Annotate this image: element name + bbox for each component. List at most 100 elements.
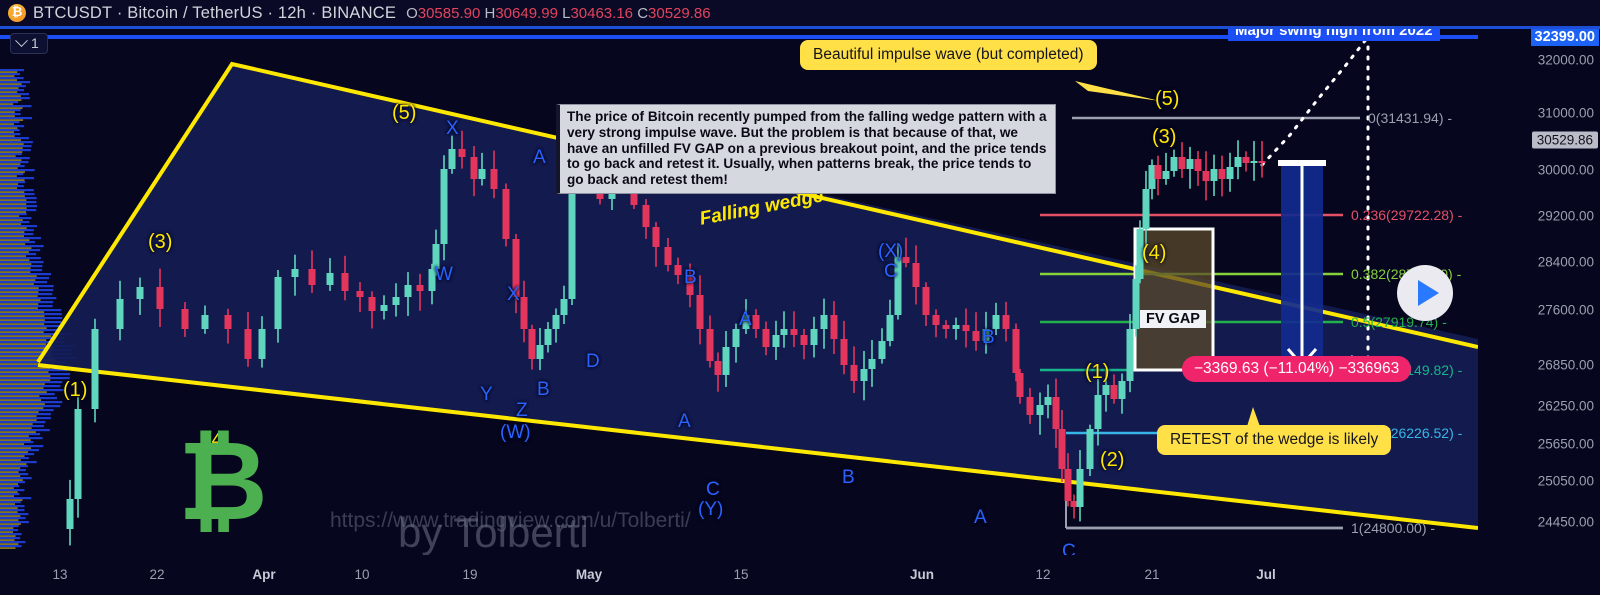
candle-body — [1070, 501, 1078, 507]
chevron-down-icon — [15, 33, 28, 47]
play-replay-button[interactable] — [1397, 265, 1453, 321]
candle-body — [696, 295, 704, 329]
wave-label: (1) — [63, 379, 88, 401]
candle-body — [520, 297, 528, 329]
fib-label-0.236: 0.236(29722.28) - — [1351, 207, 1463, 223]
candle-body — [868, 359, 876, 369]
candle-body — [992, 315, 1000, 329]
wave-label: C — [1062, 541, 1076, 555]
candle-body — [912, 263, 920, 287]
last-price-label: 30529.86 — [1531, 131, 1598, 149]
candle-body — [820, 315, 828, 329]
ohlc-close-label: C — [637, 4, 649, 22]
wave-label: (5) — [1155, 88, 1180, 110]
candle-body — [356, 291, 364, 297]
candle-body — [1058, 429, 1066, 469]
wave-label: X — [446, 118, 459, 139]
candle-body — [1086, 429, 1094, 469]
candle-body — [790, 329, 798, 335]
candle-body — [982, 329, 990, 341]
time-tick: 10 — [354, 567, 370, 582]
candle-body — [1210, 169, 1218, 181]
time-tick: Jun — [909, 567, 935, 582]
price-tick: 29200.00 — [1537, 208, 1594, 224]
candle-body — [536, 345, 544, 359]
time-tick: 21 — [1144, 567, 1160, 582]
candle-body — [368, 297, 376, 311]
measure-value-pill[interactable]: −3369.63 (−11.04%) −336963 — [1182, 356, 1412, 382]
candle-body — [1110, 385, 1118, 399]
play-icon — [1417, 280, 1439, 306]
candle-body — [1162, 171, 1170, 179]
candle-body — [470, 157, 478, 179]
time-axis[interactable]: 13 22 Apr 10 19 May 15 Jun 12 21 Jul — [0, 555, 1478, 595]
ohlc-close-value: 30529.86 — [648, 4, 711, 22]
candle-body — [1126, 329, 1134, 381]
candle-body — [1186, 159, 1194, 169]
price-tick: 27600.00 — [1537, 302, 1594, 318]
bitcoin-logo-icon — [8, 3, 26, 22]
price-tick: 25650.00 — [1537, 436, 1594, 452]
ohlc-high-value: 30649.99 — [495, 4, 558, 22]
retest-callout[interactable]: RETEST of the wedge is likely — [1157, 425, 1392, 455]
symbol-description: · Bitcoin / TetherUS · 12h · BINANCE — [116, 3, 397, 22]
wave-label: A — [533, 147, 546, 168]
candle-body — [962, 325, 970, 331]
profile-url-watermark: https://www.tradingview.com/u/Tolberti/ — [330, 509, 691, 532]
candle-body — [1064, 469, 1072, 501]
candle-body — [1250, 161, 1258, 163]
candle-body — [894, 257, 902, 315]
candle-body — [136, 287, 144, 299]
fib-label-1: 1(24800.00) - — [1351, 520, 1436, 536]
ohlc-low-value: 30463.16 — [570, 4, 634, 22]
fib-label-0: 0(31431.94) - — [1368, 110, 1453, 126]
candle-body — [244, 329, 252, 359]
wave-label: A — [974, 507, 987, 528]
wedge-lower-trendline — [37, 363, 1478, 530]
impulse-wave-callout[interactable]: Beautiful impulse wave (but completed) — [800, 40, 1097, 70]
candle-body — [512, 239, 520, 297]
price-axis[interactable]: 32888.88 USDT 32399.00 30529.86 32000.00… — [1478, 0, 1600, 595]
wave-label: B — [537, 379, 550, 400]
candle-body — [972, 331, 980, 341]
wave-label: (3) — [148, 231, 173, 253]
wave-label: B — [982, 327, 995, 348]
price-tick: 30000.00 — [1537, 162, 1594, 178]
candle-body — [1218, 169, 1226, 179]
ohlc-open-value: 30585.90 — [417, 4, 481, 22]
candle-body — [66, 499, 74, 529]
wave-label: (X) — [878, 241, 904, 262]
chart-plot-area[interactable]: Falling wedge FV GAP ₿ by Tolberti https… — [0, 29, 1478, 555]
time-tick: Apr — [252, 567, 276, 582]
major-price-label: 32399.00 — [1530, 28, 1599, 46]
candle-body — [1178, 157, 1186, 169]
candle-body — [326, 273, 334, 285]
interval-selector[interactable]: 1 — [10, 33, 48, 54]
wave-label: (Y) — [698, 499, 724, 520]
wedge-upper-trendline — [36, 61, 1478, 364]
ohlc-open-label: O — [406, 4, 418, 22]
candle-body — [392, 297, 400, 305]
candle-body — [810, 329, 818, 345]
price-tick: 26850.00 — [1537, 357, 1594, 373]
wave-label: A — [678, 411, 691, 432]
header-divider — [0, 26, 1600, 29]
candle-body — [380, 305, 388, 311]
candle-body — [428, 269, 436, 291]
candle-body — [732, 329, 740, 347]
candle-body — [942, 325, 950, 329]
symbol-ticker[interactable]: BTCUSDT — [33, 3, 113, 22]
symbol-title[interactable]: BTCUSDT · Bitcoin / TetherUS · 12h · BIN… — [33, 4, 396, 23]
projection-dotted-diagonal — [1260, 35, 1370, 167]
candle-body — [952, 325, 960, 329]
candle-body — [1002, 315, 1010, 329]
candle-body — [432, 244, 440, 269]
candle-body — [1258, 161, 1266, 163]
analysis-text-box[interactable]: The price of Bitcoin recently pumped fro… — [556, 104, 1056, 194]
candle-body — [1242, 157, 1250, 163]
price-tick: 28400.00 — [1537, 254, 1594, 270]
time-tick: Jul — [1256, 567, 1276, 582]
interval-value: 1 — [31, 35, 39, 51]
candle-body — [478, 169, 486, 179]
